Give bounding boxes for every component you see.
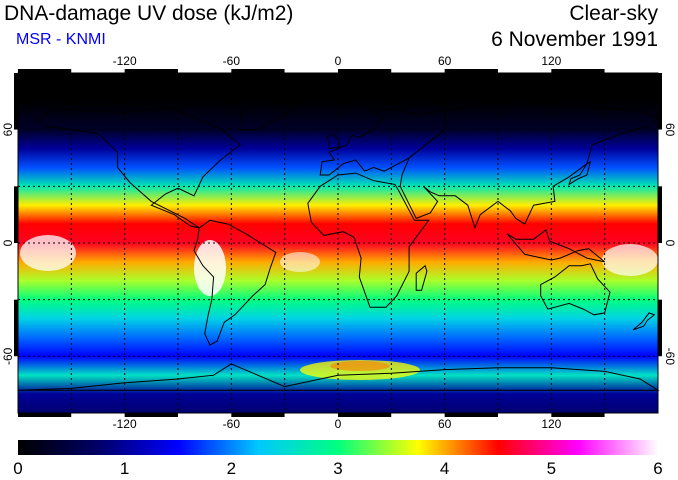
coastline-north-america [38,106,241,229]
frame-tick [498,413,552,417]
longitude-label: 120 [541,417,561,431]
coastline-antarctica [17,363,660,391]
continent-outlines [17,85,660,391]
longitude-label: 0 [335,54,342,68]
latitude-label: 60 [663,123,677,137]
frame-tick [14,73,18,130]
atlantic-maximum [280,252,320,272]
coastline-africa [307,172,430,308]
latitude-label: 60 [1,123,15,137]
frame-tick [658,299,662,357]
frame-tick [124,69,178,73]
colorbar [18,440,658,455]
coastline-madagascar [415,264,428,291]
frame-tick [231,413,285,417]
frame-tick [178,413,232,417]
longitude-label: 60 [438,417,452,431]
frame-tick [391,413,445,417]
east-pacific-maximum [602,244,658,276]
coastline-indonesia [506,228,606,263]
frame-tick [658,243,662,300]
west-pacific-maximum [20,235,76,271]
map-title: DNA-damage UV dose (kJ/m2) [4,2,294,25]
frame-tick [14,243,18,300]
coastline-asia [399,97,659,230]
frame-tick [71,69,125,73]
frame-tick [231,69,285,73]
frame-tick [14,129,18,187]
longitude-label: 60 [438,54,452,68]
frame-tick [658,129,662,187]
frame-tick [14,356,18,413]
frame-tick [658,186,662,243]
frame-tick [604,69,658,73]
lat-lon-grid [18,73,658,413]
latitude-label: -60 [663,348,677,366]
coastline-europe [319,108,446,176]
frame-tick [658,73,662,130]
frame-tick [338,69,392,73]
map-border [17,72,659,414]
frame-tick [18,413,72,417]
colorbar-label: 4 [439,459,450,478]
colorbar-label: 2 [226,459,237,478]
colorbar-label: 5 [546,459,557,478]
antarctic-ozone-enhancement-core [330,361,390,371]
frame-tick [551,413,605,417]
coastline-uk [326,132,341,150]
map-frame-ticks [14,69,662,417]
frame-tick [658,356,662,413]
andes-maximum [194,240,226,296]
frame-tick [71,413,125,417]
axis-labels: -120 -120 -60 -60 0 0 60 60 120 120 60 60 0 0 -60 -60 [1,54,677,431]
longitude-label: -60 [223,54,241,68]
colorbar-label: 1 [119,459,130,478]
frame-tick [391,69,445,73]
frame-tick [444,69,498,73]
frame-tick [18,69,72,73]
date-label: 6 November 1991 [491,28,658,51]
longitude-label: -60 [223,417,241,431]
latitude-label: 0 [1,239,15,246]
sky-condition-label: Clear-sky [569,2,658,25]
colorbar-label: 6 [653,459,663,478]
frame-tick [178,69,232,73]
frame-tick [498,69,552,73]
uv-dose-map: -120 -120 -60 -60 0 0 60 60 120 120 60 60 0 0 -60 -60 [1,54,677,431]
map-subtitle: MSR - KNMI [16,31,106,48]
frame-tick [604,413,658,417]
longitude-label: -120 [113,417,137,431]
latitude-label: -60 [1,347,15,365]
coastline-greenland [221,85,303,131]
colorbar-label: 0 [13,459,23,478]
frame-tick [14,186,18,243]
frame-tick [124,413,178,417]
longitude-label: 0 [335,417,342,431]
frame-tick [14,299,18,357]
latitude-label: 0 [663,240,677,247]
frame-tick [284,413,338,417]
frame-tick [444,413,498,417]
frame-tick [338,413,392,417]
frame-tick [551,69,605,73]
longitude-label: -120 [113,54,137,68]
coastline-new-zealand [632,312,656,331]
colorbar-label: 3 [333,459,343,478]
coastline-south-america [193,219,277,346]
regional-maxima [20,235,658,380]
longitude-label: 120 [541,54,561,68]
frame-tick [284,69,338,73]
coastline-japan [568,160,592,186]
